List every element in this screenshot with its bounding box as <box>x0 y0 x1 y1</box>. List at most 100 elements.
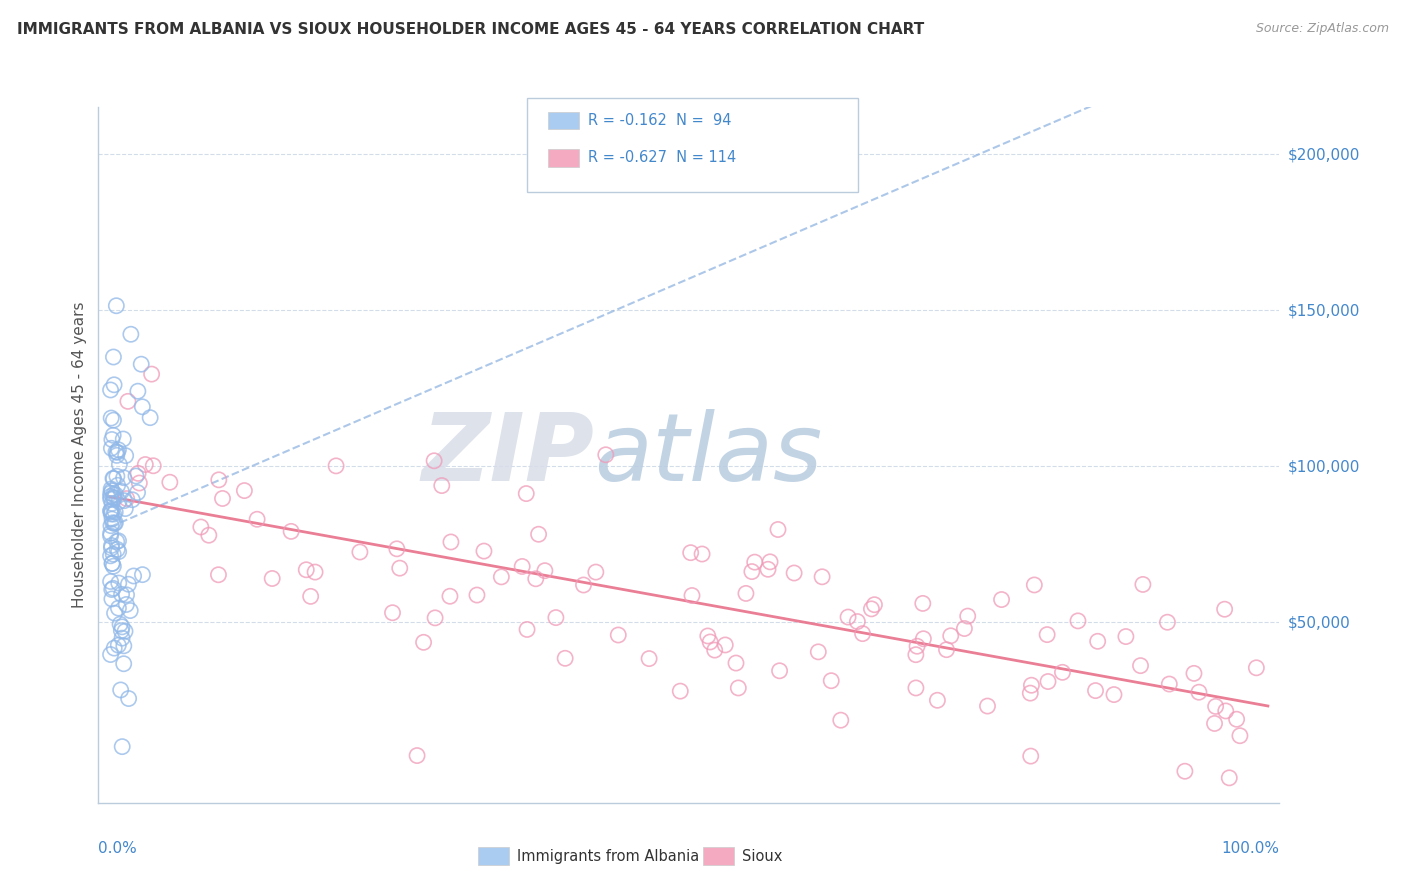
Point <box>863 598 886 612</box>
Point <box>783 566 806 580</box>
Point <box>103 641 125 656</box>
Point <box>820 673 842 688</box>
Point <box>607 628 630 642</box>
Point <box>100 504 122 518</box>
Point <box>103 547 125 561</box>
Point <box>103 487 125 501</box>
Point <box>103 350 125 364</box>
Point <box>904 681 927 695</box>
Point <box>1132 577 1154 591</box>
Point <box>103 472 125 486</box>
Point <box>714 638 737 652</box>
Point <box>100 539 122 553</box>
Text: R = -0.162  N =  94: R = -0.162 N = 94 <box>588 113 731 128</box>
Point <box>807 645 830 659</box>
Point <box>108 458 131 472</box>
Point <box>100 383 122 397</box>
Y-axis label: Householder Income Ages 45 - 64 years: Householder Income Ages 45 - 64 years <box>72 301 87 608</box>
Point <box>1019 686 1042 700</box>
Point <box>1226 712 1249 726</box>
Point <box>105 449 128 463</box>
Point <box>100 549 122 563</box>
Point <box>325 458 347 473</box>
Point <box>122 569 145 583</box>
Point <box>100 411 122 425</box>
Point <box>696 629 718 643</box>
Point <box>1159 677 1181 691</box>
Point <box>114 501 136 516</box>
Point <box>534 564 557 578</box>
Point <box>190 520 212 534</box>
Point <box>904 648 927 662</box>
Point <box>724 656 747 670</box>
Point <box>108 617 131 632</box>
Point <box>100 505 122 519</box>
Point <box>104 445 127 459</box>
Text: ZIP: ZIP <box>422 409 595 501</box>
Point <box>121 492 143 507</box>
Point <box>1218 771 1240 785</box>
Point <box>1156 615 1178 630</box>
Point <box>103 491 125 505</box>
Point <box>423 454 446 468</box>
Point <box>101 496 124 510</box>
Point <box>117 691 139 706</box>
Point <box>105 534 128 549</box>
Point <box>115 491 138 506</box>
Point <box>766 523 789 537</box>
Point <box>851 626 873 640</box>
Point <box>101 557 124 571</box>
Point <box>100 518 122 533</box>
Point <box>585 565 607 579</box>
Point <box>233 483 256 498</box>
Point <box>690 547 713 561</box>
Point <box>131 567 153 582</box>
Point <box>100 503 122 517</box>
Text: Source: ZipAtlas.com: Source: ZipAtlas.com <box>1256 22 1389 36</box>
Point <box>756 562 779 576</box>
Point <box>299 590 322 604</box>
Point <box>472 544 495 558</box>
Point <box>103 516 125 531</box>
Point <box>103 491 125 506</box>
Point <box>125 469 148 483</box>
Point <box>101 557 124 571</box>
Point <box>1102 688 1125 702</box>
Point <box>114 624 136 639</box>
Point <box>100 442 122 456</box>
Text: Immigrants from Albania: Immigrants from Albania <box>517 849 700 863</box>
Point <box>956 609 979 624</box>
Point <box>114 449 136 463</box>
Point <box>101 591 124 606</box>
Point <box>1205 699 1227 714</box>
Point <box>103 377 125 392</box>
Point <box>100 574 122 589</box>
Point <box>141 367 163 381</box>
Point <box>516 623 538 637</box>
Point <box>412 635 434 649</box>
Point <box>1024 578 1046 592</box>
Text: atlas: atlas <box>595 409 823 500</box>
Point <box>1229 729 1251 743</box>
Point <box>110 624 132 638</box>
Text: 0.0%: 0.0% <box>98 841 138 856</box>
Point <box>544 610 567 624</box>
Point <box>524 572 547 586</box>
Point <box>101 512 124 526</box>
Point <box>103 413 125 427</box>
Point <box>430 478 453 492</box>
Point <box>111 631 134 645</box>
Point <box>128 475 150 490</box>
Point <box>107 533 129 548</box>
Point <box>103 428 125 442</box>
Point <box>727 681 749 695</box>
Point <box>112 657 135 671</box>
Point <box>744 555 766 569</box>
Point <box>768 664 790 678</box>
Point <box>1182 666 1205 681</box>
Point <box>1213 602 1236 616</box>
Point <box>127 485 149 500</box>
Point <box>100 582 122 597</box>
Point <box>295 563 318 577</box>
Point <box>100 486 122 500</box>
